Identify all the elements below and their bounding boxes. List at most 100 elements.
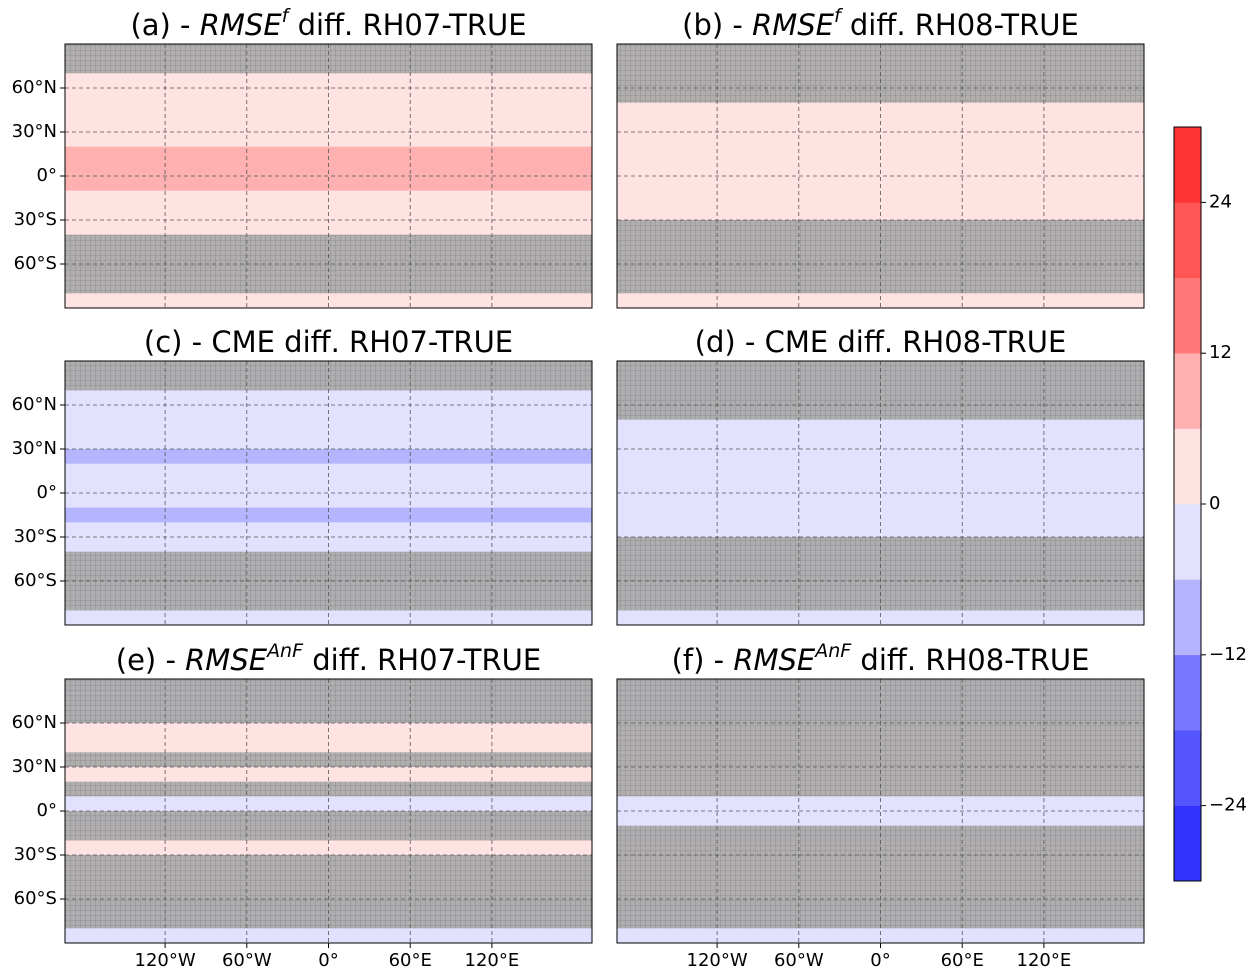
field-band [617, 796, 1144, 812]
field-band [65, 176, 592, 192]
y-tick-label: 30°N [12, 756, 57, 777]
x-tick-label: 60°E [389, 950, 432, 971]
panel-title: (e) - RMSEAnF diff. RH07-TRUE [116, 640, 541, 678]
map-panel: 120°W 60°W 0° 60°E 120°E 60°N 30°N 0° 30°S 60°S (e… [12, 640, 593, 971]
field-band [65, 493, 592, 509]
panel-title: (c) - CME diff. RH07-TRUE [144, 325, 513, 359]
field-band [617, 176, 1144, 192]
map-panel: (b) - RMSEf diff. RH08-TRUE [616, 5, 1145, 309]
colorbar-segment [1174, 277, 1201, 354]
y-tick-label: 60°N [12, 394, 57, 415]
title-part: diff. RH07-TRUE [288, 8, 526, 42]
title-part: (c) - CME diff. RH07-TRUE [144, 325, 513, 359]
colorbar-segment [1174, 428, 1201, 505]
y-tick-label: 30°N [12, 121, 57, 142]
title-part: diff. RH08-TRUE [841, 8, 1079, 42]
y-tick-label: 30°S [14, 526, 57, 547]
panel-frame [616, 360, 1145, 626]
panel-frame [616, 43, 1145, 309]
y-tick-label: 60°S [14, 253, 57, 274]
title-part: RMSE [733, 643, 816, 677]
panel-title: (d) - CME diff. RH08-TRUE [695, 325, 1067, 359]
colorbar-tick-label: 12 [1209, 342, 1232, 363]
map-panel: 60°N 30°N 0° 30°S 60°S (a) - RMSEf diff. RH07… [12, 5, 593, 309]
title-part: diff. RH08-TRUE [851, 643, 1089, 677]
field-band [65, 767, 592, 783]
field-band [617, 449, 1144, 465]
y-tick-label: 30°N [12, 438, 57, 459]
colorbar-segment [1174, 805, 1201, 882]
title-part: diff. RH07-TRUE [303, 643, 541, 677]
map-panel: (d) - CME diff. RH08-TRUE [616, 325, 1145, 626]
y-tick-label: 30°S [14, 844, 57, 865]
field-band [617, 811, 1144, 827]
field-band [617, 493, 1144, 509]
panel-frame [64, 360, 593, 626]
mask-stipple [65, 913, 592, 929]
colorbar-tick-label: 24 [1209, 191, 1232, 212]
x-tick-label: 120°W [687, 950, 748, 971]
title-part: RMSE [752, 8, 835, 42]
colorbar-segment [1174, 654, 1201, 731]
x-tick-label: 0° [870, 950, 890, 971]
field-band [617, 161, 1144, 177]
panel-frame [64, 43, 593, 309]
x-tick-label: 60°W [774, 950, 824, 971]
field-band [617, 293, 1144, 309]
x-tick-label: 120°E [1017, 950, 1072, 971]
colorbar-tick-label: −24 [1209, 795, 1247, 816]
x-tick-label: 60°E [941, 950, 984, 971]
title-part: (e) - [116, 643, 185, 677]
field-band [65, 449, 592, 465]
y-tick-label: 60°S [14, 888, 57, 909]
title-part: f [834, 5, 844, 27]
y-tick-label: 60°N [12, 712, 57, 733]
panel-title: (f) - RMSEAnF diff. RH08-TRUE [672, 640, 1090, 678]
field-band [65, 796, 592, 812]
field-band [65, 928, 592, 944]
colorbar-segment [1174, 353, 1201, 429]
mask-stipple [65, 595, 592, 611]
field-band [65, 610, 592, 626]
title-part: (b) - [682, 8, 752, 42]
colorbar-segment [1174, 202, 1201, 279]
y-tick-label: 60°N [12, 77, 57, 98]
map-panel: 120°W 60°W 0° 60°E 120°E (f) - RMSEAnF diff. … [616, 640, 1145, 971]
title-part: (f) - [672, 643, 734, 677]
y-tick-label: 30°S [14, 209, 57, 230]
panel-title: (b) - RMSEf diff. RH08-TRUE [682, 5, 1079, 43]
field-band [617, 478, 1144, 494]
x-tick-label: 0° [318, 950, 338, 971]
field-band [65, 463, 592, 479]
title-part: AnF [265, 640, 304, 662]
title-part: RMSE [185, 643, 268, 677]
colorbar-segment [1174, 579, 1201, 656]
panel-title: (a) - RMSEf diff. RH07-TRUE [130, 5, 526, 43]
field-band [65, 161, 592, 177]
colorbar-tick-label: −12 [1209, 644, 1247, 665]
field-band [617, 132, 1144, 148]
mask-stipple [617, 781, 1144, 797]
y-tick-label: 0° [37, 482, 57, 503]
field-band [617, 928, 1144, 944]
colorbar-segment [1174, 127, 1201, 203]
title-part: (d) - CME diff. RH08-TRUE [695, 325, 1067, 359]
panel-frame [616, 678, 1145, 944]
map-panel: 60°N 30°N 0° 30°S 60°S (c) - CME diff. RH07-T… [12, 325, 593, 626]
x-tick-label: 60°W [222, 950, 272, 971]
y-tick-label: 0° [37, 800, 57, 821]
field-band [617, 146, 1144, 162]
field-band [65, 132, 592, 148]
y-tick-label: 60°S [14, 570, 57, 591]
mask-stipple [617, 767, 1144, 783]
mask-stipple [65, 278, 592, 294]
colorbar-segment [1174, 504, 1201, 580]
mask-stipple [617, 913, 1144, 929]
x-tick-label: 120°W [135, 950, 196, 971]
title-part: f [282, 5, 292, 27]
mask-stipple [617, 595, 1144, 611]
title-part: RMSE [200, 8, 283, 42]
field-band [65, 293, 592, 309]
x-tick-label: 120°E [465, 950, 520, 971]
